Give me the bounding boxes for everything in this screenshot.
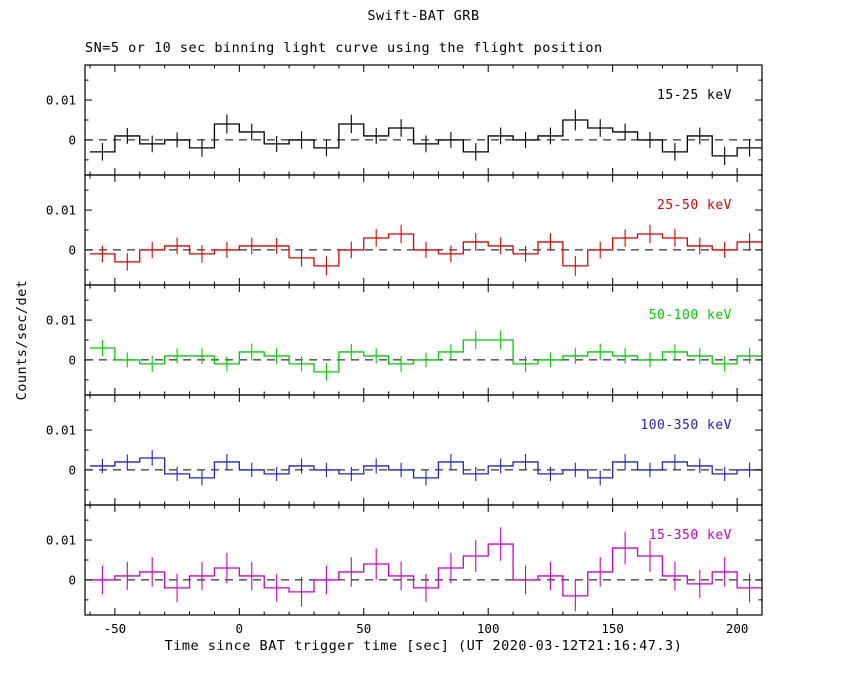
panel-label-50-100-kev: 50-100 keV [648,308,732,323]
svg-text:50: 50 [356,621,371,636]
svg-text:0: 0 [68,132,76,147]
svg-text:-50: -50 [104,621,127,636]
panel-label-15-350-kev: 15-350 keV [648,528,732,543]
x-axis-label: Time since BAT trigger time [sec] (UT 20… [164,638,683,654]
svg-text:0.01: 0.01 [46,423,76,438]
svg-text:0: 0 [68,572,76,587]
panel-label-25-50-kev: 25-50 keV [657,198,732,213]
svg-text:0.01: 0.01 [46,533,76,548]
svg-text:0.01: 0.01 [46,313,76,328]
chart-subtitle: SN=5 or 10 sec binning light curve using… [85,40,603,56]
svg-text:0: 0 [68,352,76,367]
y-axis-label: Counts/sec/det [14,279,30,401]
chart-title: Swift-BAT GRB [367,8,480,24]
svg-text:0: 0 [236,621,244,636]
panel-label-15-25-kev: 15-25 keV [657,88,732,103]
svg-text:0.01: 0.01 [46,93,76,108]
svg-text:150: 150 [601,621,624,636]
panel-label-100-350-kev: 100-350 keV [640,418,732,433]
svg-text:200: 200 [726,621,749,636]
svg-text:0: 0 [68,242,76,257]
svg-text:0.01: 0.01 [46,203,76,218]
svg-text:0: 0 [68,462,76,477]
svg-text:100: 100 [477,621,500,636]
